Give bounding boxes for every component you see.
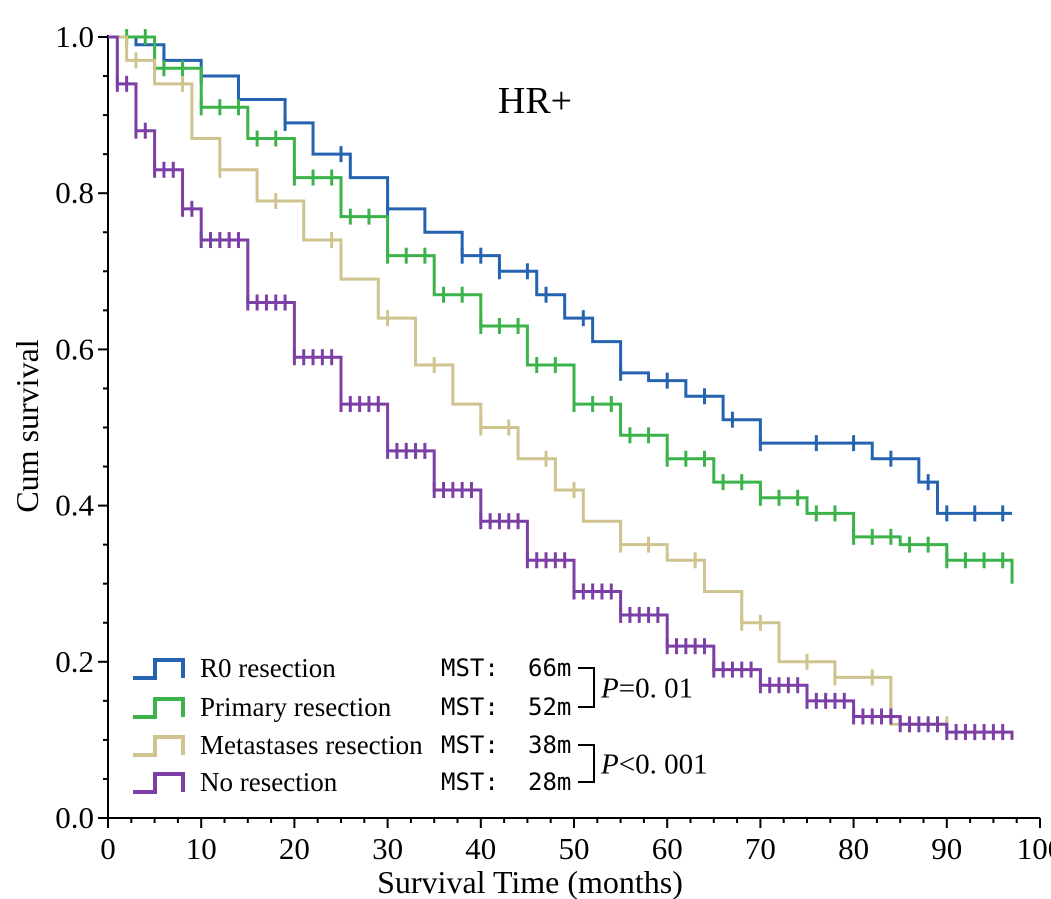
x-tick-label: 80 <box>838 831 869 866</box>
p-bracket-0 <box>578 667 595 708</box>
x-tick-label: 70 <box>745 831 776 866</box>
p-bracket-1 <box>578 744 595 783</box>
legend-label-0: R0 resection <box>200 653 336 683</box>
p-symbol: P <box>600 673 619 705</box>
mst-label-3: MST: <box>441 768 499 796</box>
mst-label-2: MST: <box>441 731 499 759</box>
mst-block: MST: 66m MST: 52m MST: 38m MST: 28m <box>441 654 571 796</box>
p-value-text: =0. 01 <box>619 673 693 705</box>
x-tick-label: 0 <box>100 831 116 866</box>
y-tick-label: 0.0 <box>55 800 94 835</box>
mst-value-2: 38m <box>528 731 571 759</box>
y-tick-label: 0.8 <box>55 175 94 210</box>
p-value-1: P˂0. 001 <box>600 749 708 781</box>
legend-swatch-2 <box>133 735 185 757</box>
x-tick-label: 20 <box>279 831 310 866</box>
y-tick-label: 1.0 <box>55 19 94 54</box>
legend: R0 resection Primary resection Metastases … <box>133 653 423 797</box>
x-tick-label: 40 <box>465 831 496 866</box>
x-tick-label: 50 <box>559 831 590 866</box>
p-value-0: P=0. 01 <box>600 673 693 705</box>
curve-series-0 <box>108 35 1013 515</box>
legend-swatch-0 <box>133 658 185 680</box>
chart-title: HR+ <box>498 80 572 122</box>
p-value-annotations: P=0. 01P˂0. 001 <box>578 667 708 783</box>
x-tick-label: 100 <box>1017 831 1051 866</box>
y-tick-label: 0.4 <box>55 488 94 523</box>
legend-swatch-1 <box>133 697 185 719</box>
legend-label-2: Metastases resection <box>200 730 423 760</box>
x-tick-label: 10 <box>186 831 217 866</box>
legend-label-3: No resection <box>200 767 338 797</box>
x-tick-label: 30 <box>372 831 403 866</box>
y-tick-label: 0.6 <box>55 331 94 366</box>
y-tick-label: 0.2 <box>55 644 94 679</box>
mst-value-0: 66m <box>528 654 571 682</box>
p-value-text: ˂0. 001 <box>619 749 708 781</box>
x-tick-label: 90 <box>931 831 962 866</box>
curve-series-2 <box>108 35 947 726</box>
x-axis-label: Survival Time (months) <box>377 864 683 899</box>
mst-value-1: 52m <box>528 693 571 721</box>
p-symbol: P <box>600 749 619 781</box>
mst-label-1: MST: <box>441 693 499 721</box>
x-tick-label: 60 <box>652 831 683 866</box>
legend-label-1: Primary resection <box>200 692 392 722</box>
ticks: 0 10 20 30 40 50 60 70 80 90 100 0.0 0.2 0.4 0.6 0.8 1.0 <box>55 19 1051 866</box>
y-axis-label: Cum survival <box>9 339 45 512</box>
curve-series-3 <box>108 35 1014 740</box>
legend-swatch-3 <box>133 772 185 794</box>
mst-value-3: 28m <box>528 768 571 796</box>
survival-curves <box>108 29 1014 741</box>
mst-label-0: MST: <box>441 654 499 682</box>
